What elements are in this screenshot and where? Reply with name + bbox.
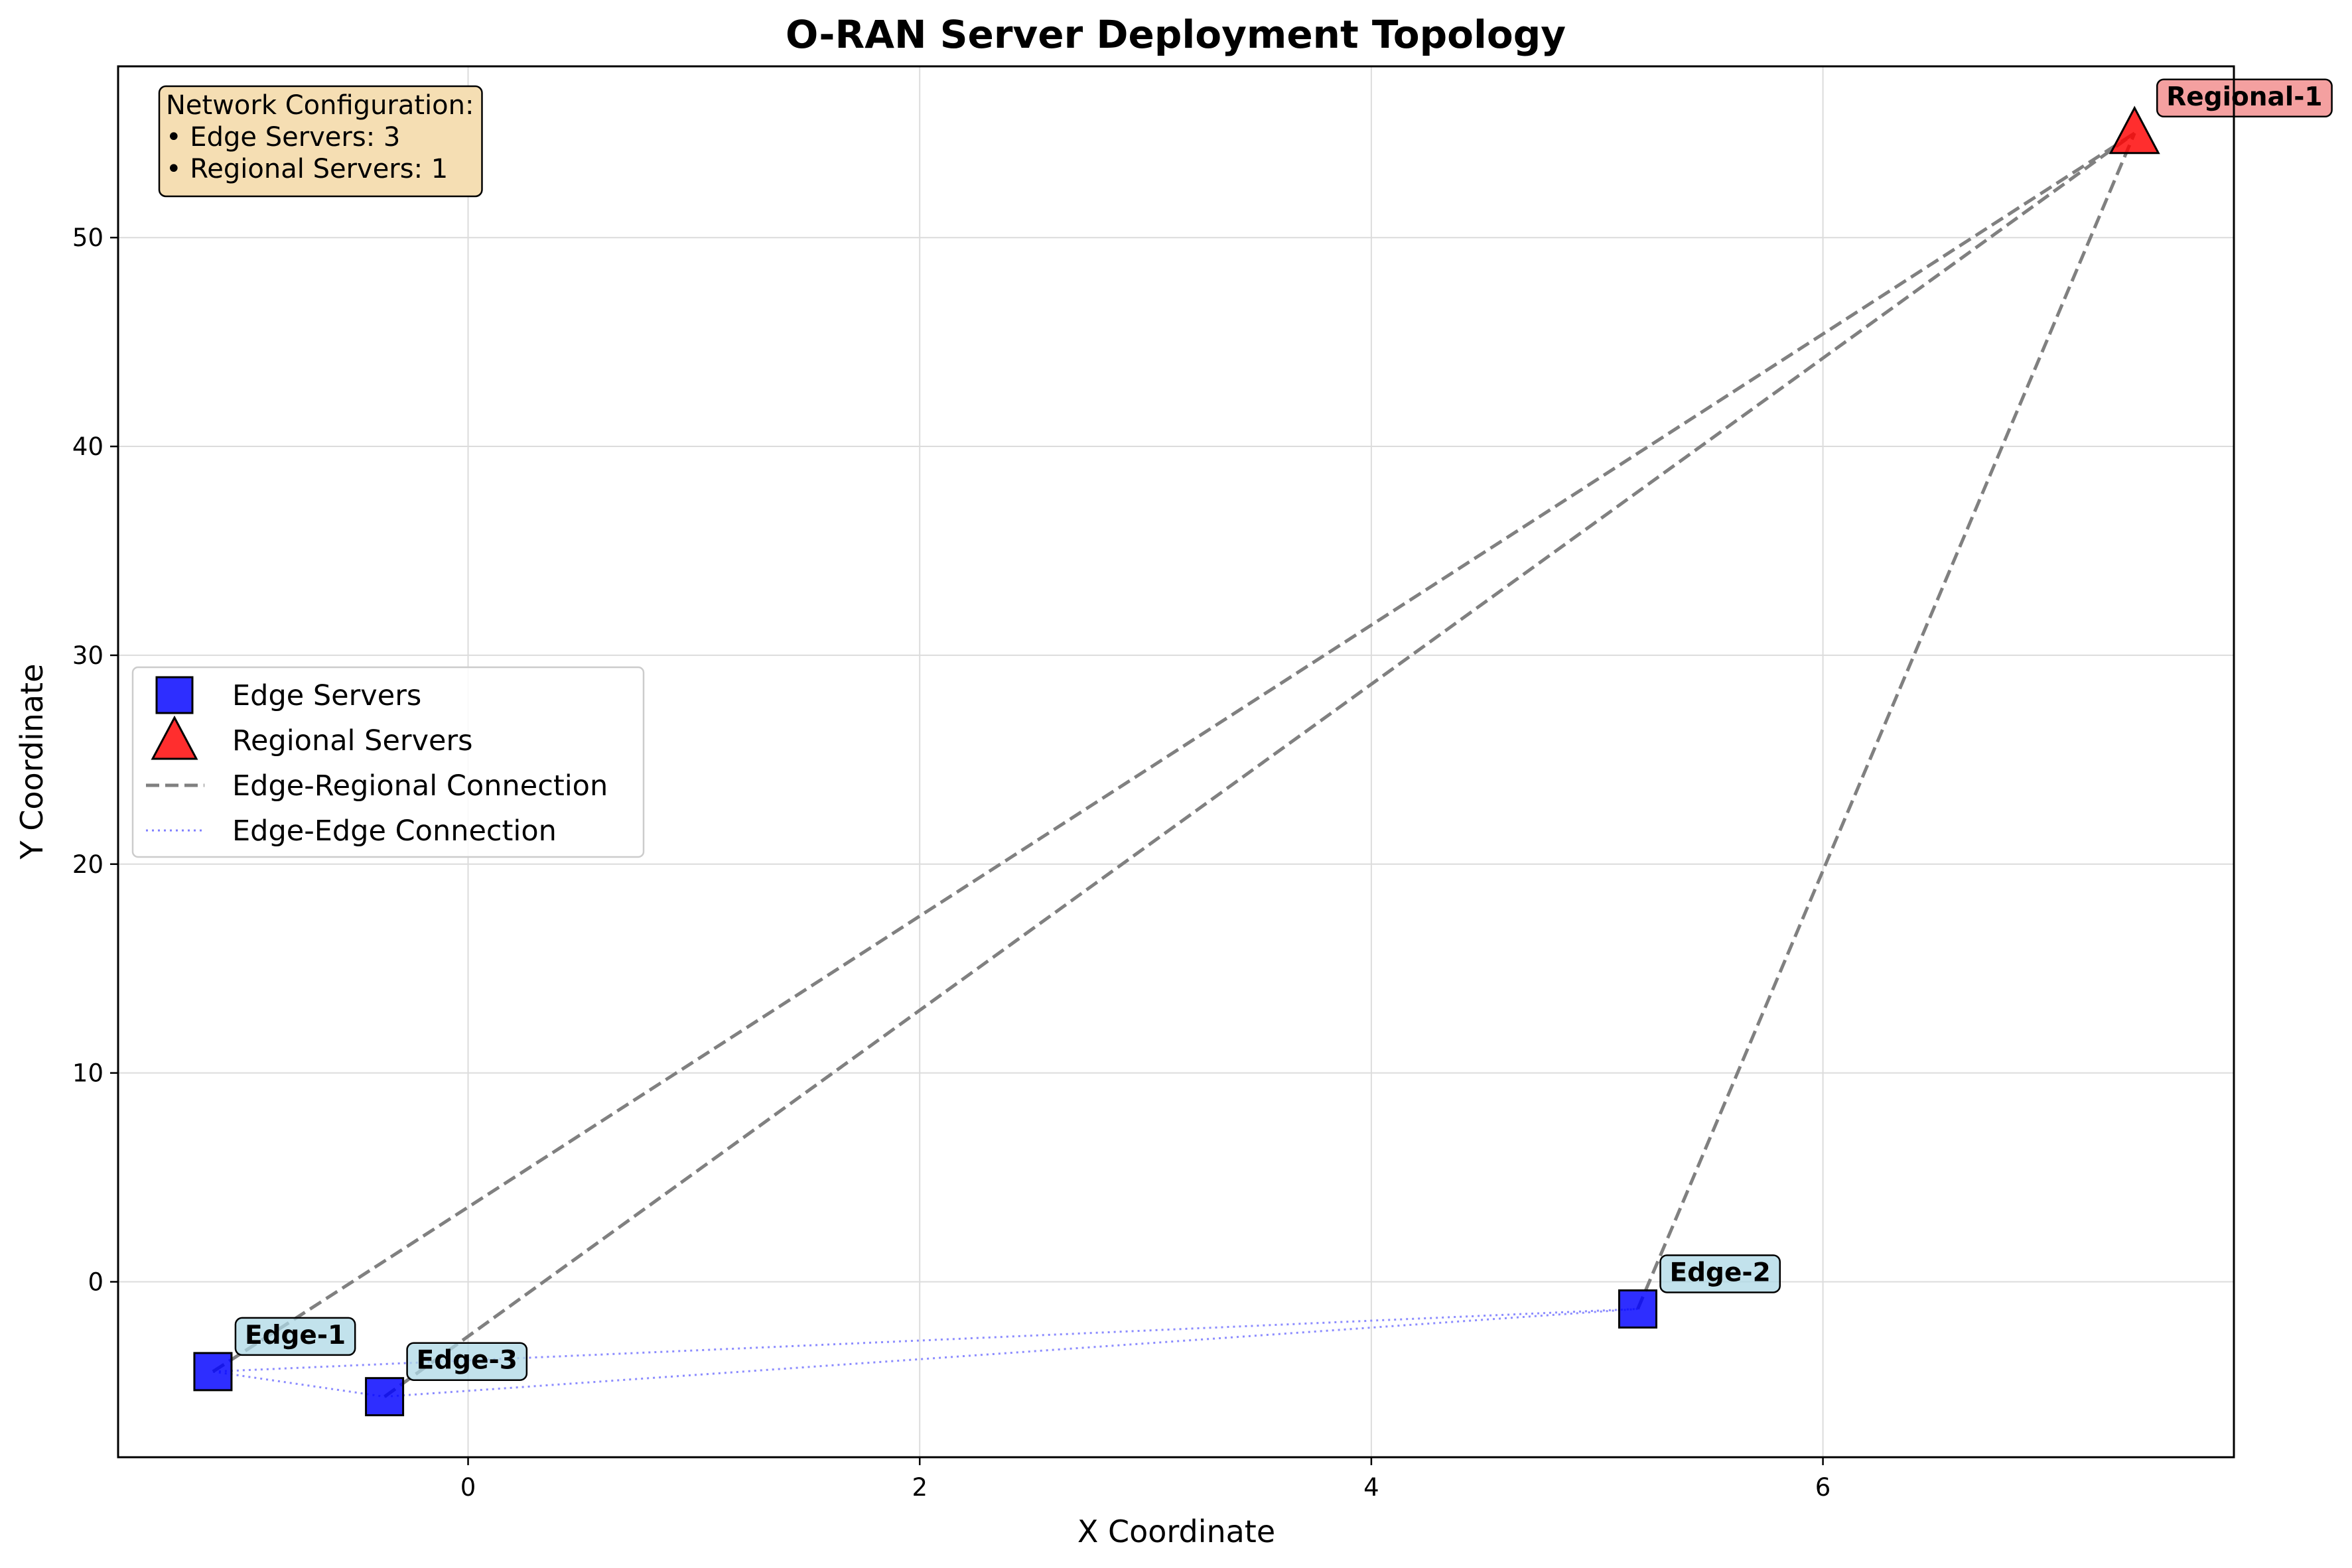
edge-server-marker (193, 1352, 233, 1392)
edge-edge-connection (212, 1307, 1638, 1373)
y-tick-label: 30 (72, 641, 104, 670)
edge-regional-connection (1636, 132, 2136, 1310)
annotation-line: • Regional Servers: 1 (166, 154, 448, 184)
grid (118, 66, 2234, 1457)
regional-server-marker (2109, 105, 2160, 155)
server-markers (193, 105, 2160, 1417)
regional-server-label: Regional-1 (2166, 82, 2322, 112)
edge-server-label-group: Edge-1 (234, 1317, 356, 1356)
legend-frame (131, 666, 645, 858)
server-labels: Edge-1 Edge-2 Edge-3 Regional-1 (234, 78, 2333, 1381)
legend-entry-label: Edge-Regional Connection (232, 769, 608, 803)
y-tick-label: 40 (72, 432, 104, 461)
edge-server-label-box (406, 1342, 528, 1381)
x-axis-label: X Coordinate (1077, 1514, 1275, 1549)
edge-server-label: Edge-1 (245, 1321, 346, 1350)
edge-server-label-box (1659, 1254, 1781, 1293)
annotation-box (158, 85, 483, 198)
x-tick-label: 4 (1363, 1473, 1379, 1502)
y-tick-label: 20 (72, 850, 104, 879)
axis-ticks: 0 2 4 6 0 10 20 30 40 50 (72, 224, 1831, 1502)
edge-server-label-group: Edge-2 (1659, 1254, 1781, 1293)
legend-entry-label: Edge Servers (232, 679, 421, 712)
chart-title: O-RAN Server Deployment Topology (786, 12, 1566, 57)
regional-server-label-group: Regional-1 (2156, 78, 2333, 118)
edge-server-marker (365, 1377, 405, 1417)
edge-server-label-group: Edge-3 (406, 1342, 528, 1381)
x-tick-label: 6 (1815, 1473, 1831, 1502)
edge-server-label: Edge-3 (417, 1346, 518, 1376)
connections (212, 131, 2136, 1398)
network-config-annotation: Network Configuration:• Edge Servers: 3•… (158, 85, 483, 198)
edge-regional-connection (212, 131, 2136, 1374)
plot-frame (117, 65, 2235, 1459)
legend-entry-label: Regional Servers (232, 724, 473, 757)
x-tick-label: 2 (912, 1473, 928, 1502)
y-tick-label: 50 (72, 224, 104, 252)
annotation-line: Network Configuration: (166, 90, 474, 121)
edge-edge-connection (212, 1370, 385, 1398)
edge-server-label-box (234, 1317, 356, 1356)
y-tick-label: 0 (88, 1268, 104, 1297)
edge-edge-connection (384, 1307, 1638, 1398)
legend-edge-server-symbol (155, 676, 194, 714)
y-axis-label: Y Coordinate (14, 664, 50, 860)
edge-server-label: Edge-2 (1669, 1258, 1770, 1287)
x-tick-label: 0 (460, 1473, 476, 1502)
edge-server-marker (1618, 1289, 1657, 1329)
y-tick-label: 10 (72, 1059, 104, 1088)
legend-entry-label: Edge-Edge Connection (232, 815, 557, 848)
edge-regional-connection (383, 131, 2136, 1398)
legend-regional-server-symbol (151, 715, 198, 760)
annotation-line: • Edge Servers: 3 (166, 122, 400, 153)
legend: Edge Servers Regional Servers Edge-Regiona… (131, 666, 645, 858)
regional-server-label-box (2156, 78, 2333, 118)
